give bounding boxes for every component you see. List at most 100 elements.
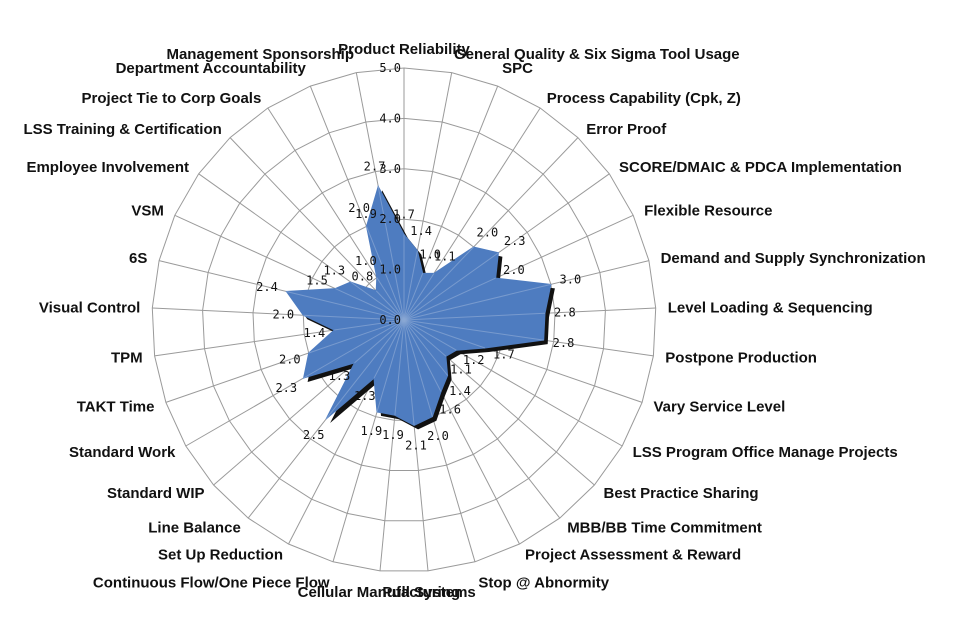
- radial-tick-labels: 0.0 1.0 2.0 3.0 4.0 5.0: [379, 61, 401, 327]
- data-label-4: 2.0: [477, 226, 499, 240]
- data-labels: 1.71.41.01.12.02.32.03.02.82.81.71.21.11…: [256, 160, 581, 453]
- series-spoke-23: [308, 319, 405, 354]
- category-label-26: 6S: [129, 250, 147, 267]
- category-label-18: Continuous Flow/One Piece Flow: [93, 574, 330, 591]
- series-spoke-4: [403, 246, 474, 321]
- category-label-0: Product Reliability: [338, 41, 470, 58]
- series-spoke-13: [403, 319, 448, 376]
- series-spoke-18: [376, 319, 405, 413]
- category-label-16: Pull Systems: [382, 584, 475, 601]
- series-spoke-31: [366, 226, 405, 321]
- data-label-21: 1.3: [329, 369, 351, 383]
- tick-label-3: 3.0: [379, 162, 401, 176]
- series-spoke-5: [403, 252, 499, 321]
- category-label-17: Cellular Manufacturing: [298, 584, 461, 601]
- data-label-15: 2.0: [427, 429, 449, 443]
- data-label-27: 1.5: [306, 273, 328, 287]
- data-label-1: 1.4: [410, 224, 432, 238]
- series-spoke-25: [303, 314, 405, 321]
- series-spoke-22: [303, 319, 405, 379]
- category-label-4: Error Proof: [586, 121, 667, 138]
- data-label-17: 1.9: [382, 428, 404, 442]
- series-layer: [285, 185, 555, 430]
- series-spoke-12: [403, 319, 447, 357]
- category-label-21: Standard WIP: [107, 485, 205, 502]
- series-spoke-28: [350, 281, 405, 321]
- data-label-23: 2.0: [279, 353, 301, 367]
- series-spoke-14: [403, 319, 442, 392]
- category-label-19: Set Up Reduction: [158, 547, 283, 564]
- tick-label-4: 4.0: [379, 111, 401, 125]
- data-label-13: 1.4: [449, 384, 471, 398]
- category-label-25: Visual Control: [39, 299, 140, 316]
- category-label-1: General Quality & Six Sigma Tool Usage: [454, 46, 740, 63]
- data-label-16: 2.1: [405, 438, 427, 452]
- series-spoke-3: [403, 273, 435, 321]
- category-label-15: Stop @ Abnormity: [478, 574, 609, 591]
- data-label-32: 2.7: [364, 160, 386, 174]
- series-spoke-26: [286, 291, 405, 321]
- category-label-27: VSM: [131, 202, 164, 219]
- data-label-9: 2.8: [553, 336, 575, 350]
- tick-label-0: 0.0: [379, 313, 401, 327]
- data-label-8: 2.8: [554, 305, 576, 319]
- series-spoke-24: [334, 319, 405, 331]
- data-label-6: 2.0: [503, 263, 525, 277]
- series-spoke-9: [403, 319, 544, 341]
- series-spoke-7: [403, 283, 552, 321]
- data-label-29: 0.8: [352, 269, 374, 283]
- series-spoke-2: [403, 273, 424, 321]
- category-label-8: Level Loading & Sequencing: [668, 299, 873, 316]
- series-spoke-8: [403, 312, 546, 321]
- data-label-18: 1.9: [361, 424, 383, 438]
- grid-ring-4: [202, 117, 606, 522]
- category-label-29: LSS Training & Certification: [23, 121, 221, 138]
- data-label-12: 1.1: [450, 362, 472, 376]
- series-spoke-21: [354, 319, 405, 364]
- category-label-10: Vary Service Level: [654, 398, 786, 415]
- category-label-6: Flexible Resource: [644, 202, 772, 219]
- data-label-10: 1.7: [493, 348, 515, 362]
- tick-label-2: 2.0: [379, 212, 401, 226]
- category-label-11: LSS Program Office Manage Projects: [633, 444, 898, 461]
- series-spoke-15: [403, 319, 433, 417]
- category-label-32: Management Sponsorship: [166, 46, 354, 63]
- data-label-30: 1.0: [355, 254, 377, 268]
- data-label-22: 2.3: [275, 381, 297, 395]
- series-area: [285, 185, 552, 426]
- data-label-31: 2.0: [348, 201, 370, 215]
- category-label-22: Standard Work: [69, 444, 176, 461]
- series-spoke-6: [403, 277, 496, 321]
- category-label-23: TAKT Time: [77, 398, 155, 415]
- category-label-7: Demand and Supply Synchronization: [661, 250, 926, 267]
- data-label-14: 1.6: [439, 403, 461, 417]
- data-label-25: 2.0: [272, 307, 294, 321]
- data-label-24: 1.4: [304, 326, 326, 340]
- data-label-0: 1.7: [393, 207, 415, 221]
- series-spoke-27: [334, 288, 405, 321]
- tick-label-1: 1.0: [379, 263, 401, 277]
- category-label-13: MBB/BB Time Commitment: [567, 520, 762, 537]
- series-spoke-17: [394, 319, 405, 416]
- series-spoke-16: [403, 319, 415, 426]
- category-label-28: Employee Involvement: [26, 159, 189, 176]
- category-label-14: Project Assessment & Reward: [525, 547, 741, 564]
- data-label-5: 2.3: [504, 234, 526, 248]
- category-label-30: Project Tie to Corp Goals: [82, 90, 262, 107]
- data-label-3: 1.1: [434, 250, 456, 264]
- category-label-2: SPC: [502, 60, 533, 77]
- data-label-extra-0: 1.9: [355, 207, 377, 221]
- series-spoke-32: [377, 186, 405, 321]
- grid-ring-5: [151, 67, 657, 572]
- data-label-7: 3.0: [560, 273, 582, 287]
- data-label-11: 1.2: [463, 353, 485, 367]
- series-spoke-30: [376, 277, 405, 321]
- category-label-12: Best Practice Sharing: [604, 485, 759, 502]
- series-spoke-11: [403, 319, 457, 351]
- tick-label-5: 5.0: [379, 61, 401, 75]
- series-spoke-29: [375, 290, 405, 321]
- data-label-19: 1.3: [354, 389, 376, 403]
- data-label-28: 1.3: [323, 263, 345, 277]
- grid-ring-3: [252, 168, 556, 471]
